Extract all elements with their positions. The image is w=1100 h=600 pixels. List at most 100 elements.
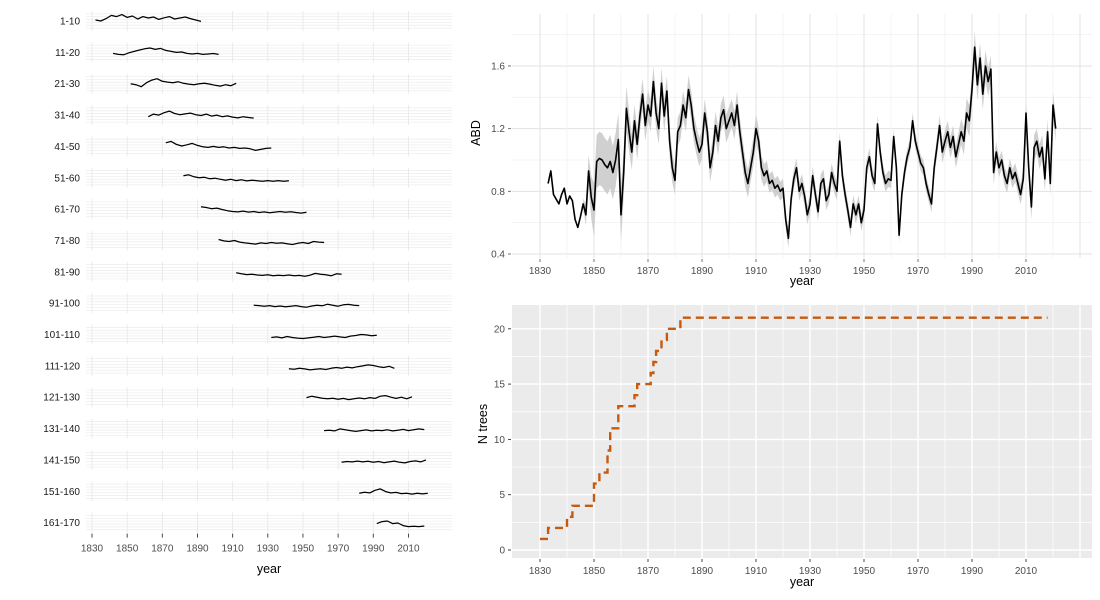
left-x-axis: 1830 1850 1870 1890 1910 1930 1950 1970 1990 2010	[81, 533, 420, 555]
x-tick-label: 1990	[961, 566, 984, 577]
x-tick-label: 1830	[81, 544, 104, 555]
y-tick-label: 20	[494, 324, 506, 335]
facet-strip-label: 91-100	[49, 299, 81, 310]
facet-row: 151-160	[43, 481, 452, 502]
facet-row: 121-130	[43, 387, 452, 408]
ntrees-x-axis-title: year	[789, 575, 815, 589]
facet-row: 131-140	[43, 418, 452, 439]
x-tick-label: 1990	[362, 544, 385, 555]
facet-series-line	[165, 140, 272, 152]
facet-series-line	[253, 303, 360, 308]
abd-y-axis-title: ABD	[469, 120, 483, 146]
x-tick-label: 1850	[116, 544, 139, 555]
y-tick-label: 5	[499, 490, 505, 501]
facet-row: 51-60	[54, 167, 452, 188]
x-tick-label: 1890	[691, 566, 714, 577]
facet-strip-label: 41-50	[54, 142, 80, 153]
left-chart-x-axis-title: year	[256, 562, 282, 576]
facet-series-line	[95, 13, 202, 23]
abd-mean-line	[547, 46, 1057, 240]
facet-strip-label: 151-160	[43, 487, 80, 498]
facet-row: 141-150	[43, 449, 452, 470]
x-tick-label: 1930	[257, 544, 280, 555]
facet-series-line	[200, 206, 307, 214]
facet-row: 81-90	[54, 261, 452, 282]
x-tick-label: 1890	[691, 266, 714, 277]
y-tick-label: 10	[494, 435, 506, 446]
facet-strip-label: 1-10	[60, 17, 80, 28]
y-tick-label: 1.2	[491, 124, 505, 135]
facet-series-line	[236, 272, 342, 277]
x-tick-label: 1970	[907, 566, 930, 577]
facet-strip-label: 121-130	[43, 393, 80, 404]
facet-strip-label: 71-80	[54, 236, 80, 247]
age-facet-chart: 1-10 11-20 21-30 31-40 41-50 51-60 61-70 71-80 8…	[0, 0, 470, 600]
abd-x-axis-title: year	[789, 274, 815, 288]
facet-row: 11-20	[55, 42, 452, 63]
facet-panels: 1-10 11-20 21-30 31-40 41-50 51-60 61-70 71-80 8…	[43, 11, 452, 533]
facet-series-line	[324, 428, 425, 433]
x-tick-label: 1830	[529, 266, 552, 277]
x-tick-label: 1950	[292, 544, 315, 555]
facet-row: 161-170	[43, 512, 452, 533]
facet-series-line	[112, 47, 219, 56]
panel-background	[512, 305, 1092, 558]
facet-row: 1-10	[60, 11, 452, 31]
x-tick-label: 1930	[799, 266, 822, 277]
facet-strip-label: 61-70	[54, 205, 80, 216]
facet-strip-label: 11-20	[55, 48, 80, 59]
abd-axes: 0.4 0.8 1.2 1.6 1830 1850 1870 1890 1910 1930 1950…	[491, 61, 1037, 277]
facet-series-line	[271, 333, 377, 340]
abd-line-chart-svg: 0.4 0.8 1.2 1.6 1830 1850 1870 1890 1910 1930 1950…	[491, 14, 1092, 277]
facet-series-line	[359, 488, 428, 495]
facet-series-line	[183, 174, 289, 182]
facet-strip-label: 141-150	[43, 455, 80, 466]
x-tick-label: 1850	[583, 266, 606, 277]
x-tick-label: 1950	[853, 566, 876, 577]
facet-row: 71-80	[54, 230, 452, 251]
ntrees-step-chart-svg: 0 5 10 15 20 1830 1850 1870 1890 1910 1930 1950 1970…	[494, 305, 1092, 577]
x-tick-label: 1850	[583, 566, 606, 577]
facet-row: 21-30	[54, 73, 452, 94]
x-tick-label: 1830	[529, 566, 552, 577]
abd-line-chart: 0.4 0.8 1.2 1.6 1830 1850 1870 1890 1910 1930 1950…	[470, 0, 1100, 292]
facet-row: 31-40	[54, 105, 452, 126]
age-facet-chart-svg: 1-10 11-20 21-30 31-40 41-50 51-60 61-70 71-80 8…	[43, 11, 452, 555]
facet-series-line	[306, 394, 413, 401]
facet-series-line	[218, 238, 325, 246]
x-tick-label: 1890	[186, 544, 209, 555]
facet-strip-label: 21-30	[54, 79, 80, 90]
facet-series-line	[148, 110, 254, 119]
x-tick-label: 1970	[327, 544, 350, 555]
x-tick-label: 1870	[151, 544, 174, 555]
x-tick-label: 1910	[222, 544, 245, 555]
x-tick-label: 1950	[853, 266, 876, 277]
x-tick-label: 2010	[1015, 266, 1038, 277]
facet-strip-label: 161-170	[43, 518, 80, 529]
facet-strip-label: 131-140	[43, 424, 80, 435]
y-tick-label: 0	[499, 546, 505, 557]
y-tick-label: 0.4	[491, 250, 505, 261]
abd-confidence-ribbon	[583, 31, 1056, 248]
ntrees-y-axis-title: N trees	[476, 403, 490, 445]
facet-row: 61-70	[54, 199, 452, 220]
facet-series-line	[341, 459, 427, 464]
facet-series-line	[130, 78, 237, 88]
facet-strip-label: 51-60	[54, 173, 80, 184]
ntrees-step-line	[540, 316, 1048, 541]
facet-strip-label: 111-120	[45, 361, 81, 372]
facet-row: 41-50	[54, 136, 452, 157]
facet-series-line	[288, 364, 395, 371]
x-tick-label: 1910	[745, 266, 768, 277]
ntrees-axes: 0 5 10 15 20 1830 1850 1870 1890 1910 1930 1950 1970…	[494, 324, 1038, 577]
ntrees-grid	[512, 305, 1092, 558]
y-tick-label: 15	[494, 380, 506, 391]
facet-row: 101-110	[44, 324, 452, 345]
x-tick-label: 1870	[637, 266, 660, 277]
facet-strip-label: 31-40	[54, 111, 80, 122]
x-tick-label: 1910	[745, 566, 768, 577]
y-tick-label: 1.6	[491, 61, 505, 72]
facet-strip-label: 81-90	[54, 267, 80, 278]
ntrees-step-chart: 0 5 10 15 20 1830 1850 1870 1890 1910 1930 1950 1970…	[470, 292, 1100, 600]
